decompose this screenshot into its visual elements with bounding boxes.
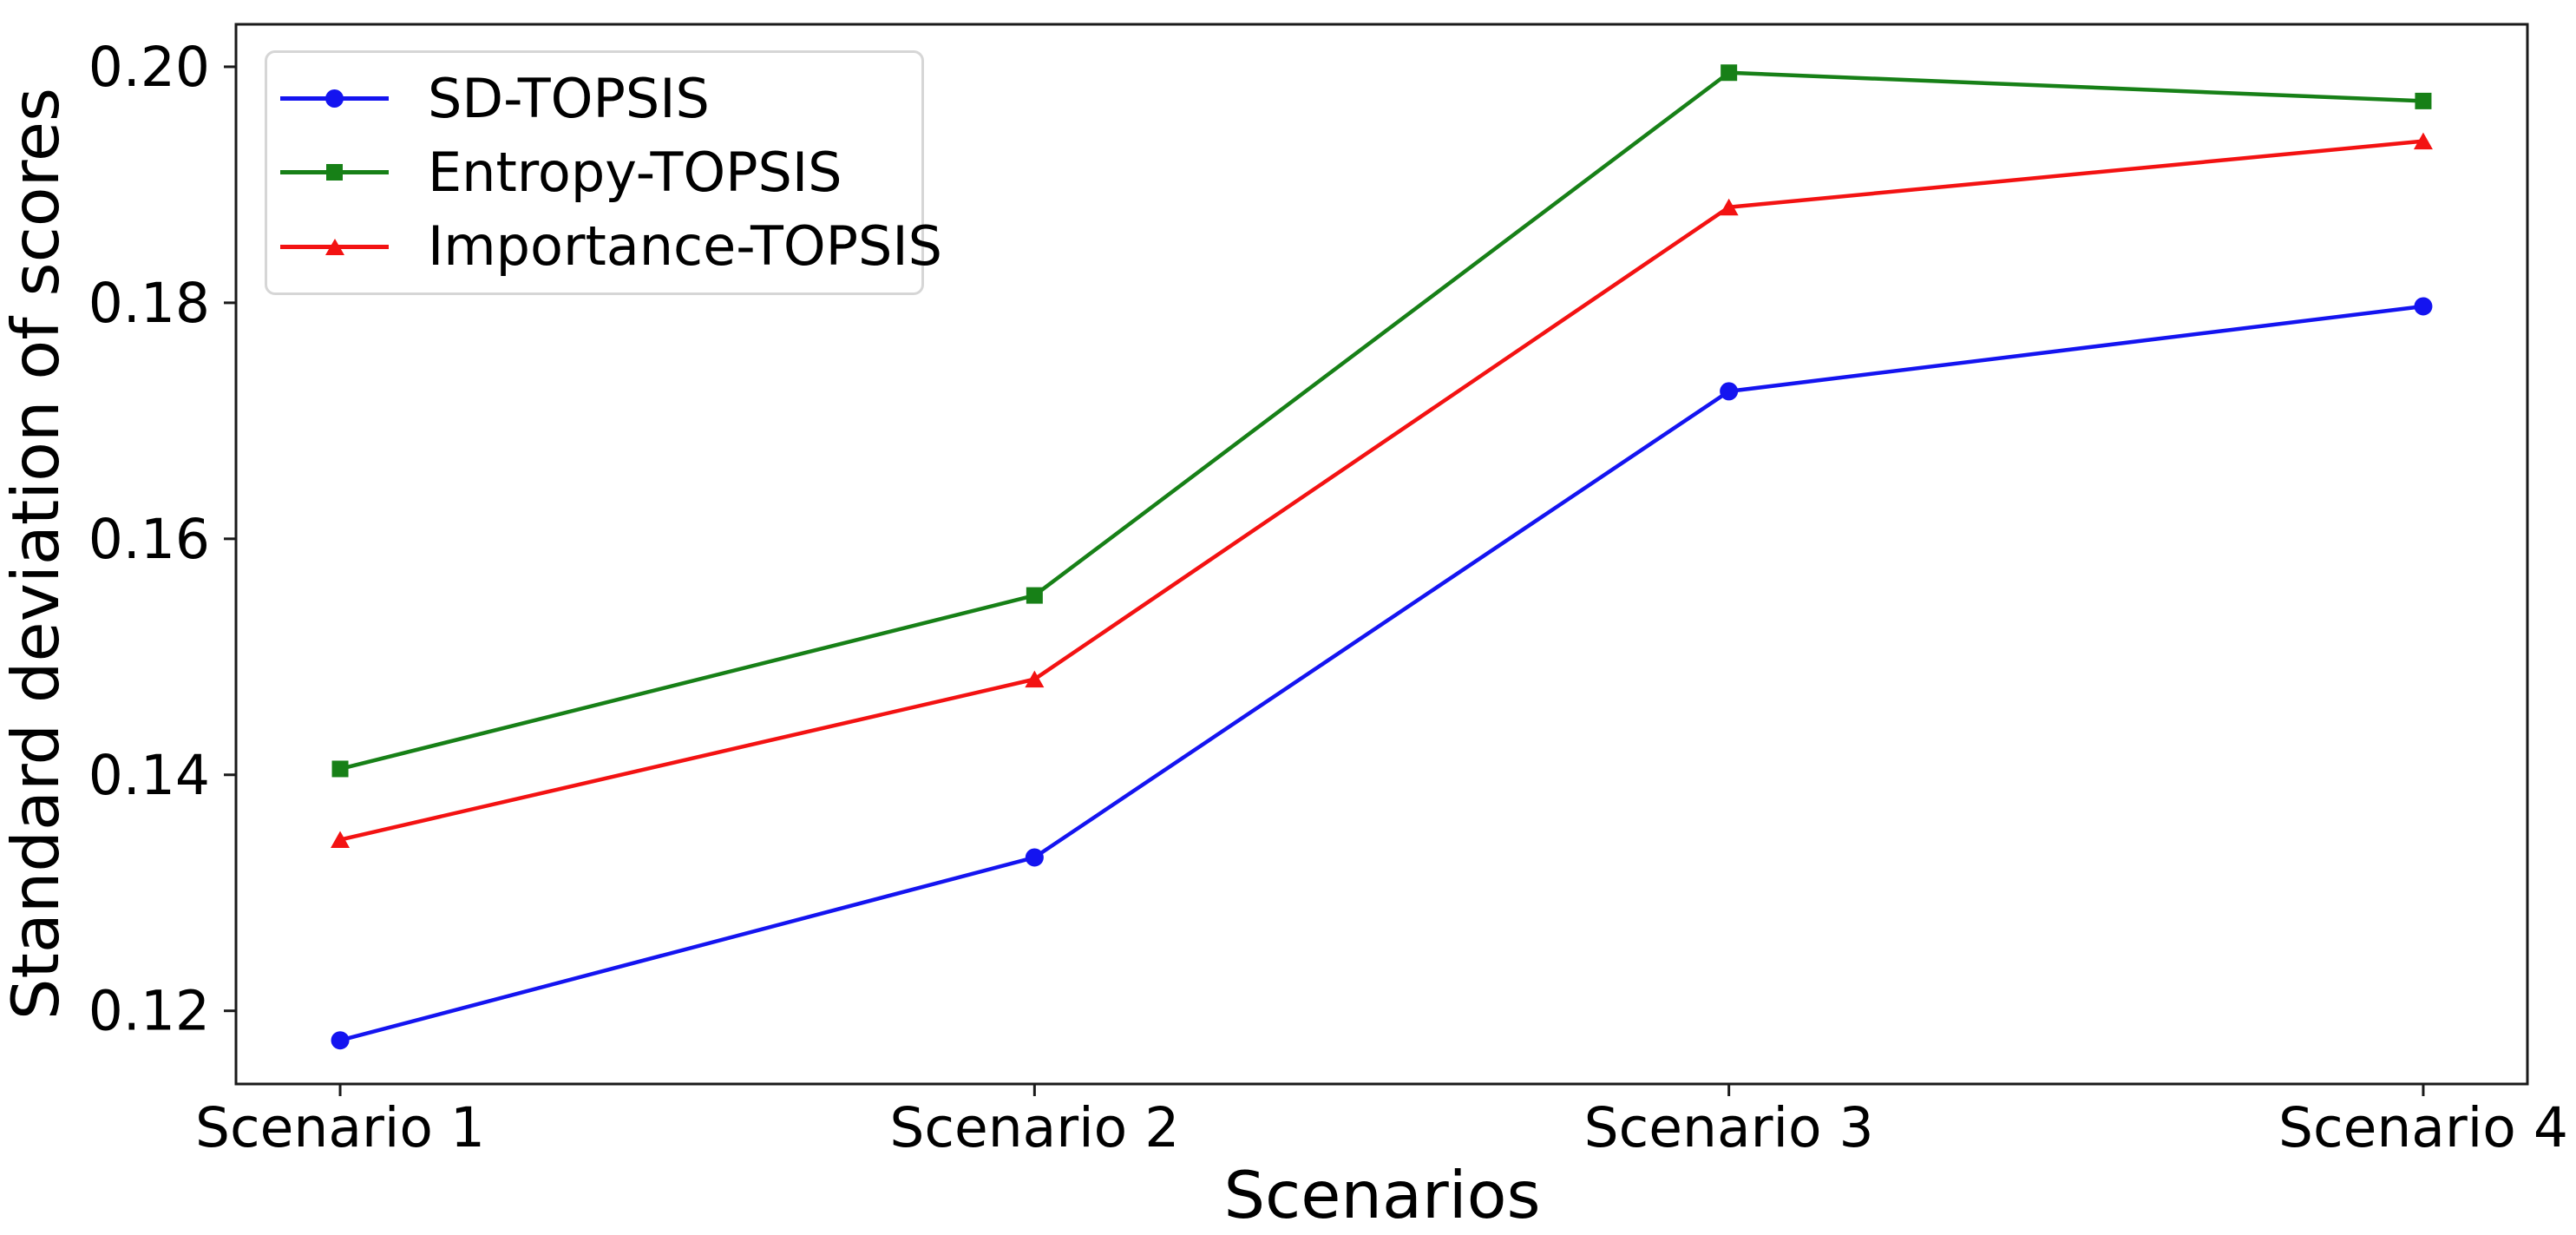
circle-marker-icon [325, 89, 344, 108]
x-tick-label: Scenario 3 [1584, 1096, 1874, 1159]
legend-row: Importance-TOPSIS [280, 216, 942, 277]
marker-square [1026, 587, 1043, 604]
legend-row: Entropy-TOPSIS [280, 142, 913, 203]
legend-row: SD-TOPSIS [280, 69, 913, 129]
series-line-importance-topsis [339, 139, 2424, 842]
legend-box: SD-TOPSIS Entropy-TOPSIS Importance-TOPSIS [265, 50, 942, 295]
y-tick-label: 0.20 [88, 36, 210, 99]
y-tick-label: 0.16 [88, 508, 210, 571]
marker-circle [331, 1031, 350, 1050]
legend-label: SD-TOPSIS [428, 66, 710, 130]
x-tick-label: Scenario 1 [195, 1096, 485, 1159]
marker-square [1721, 64, 1738, 82]
legend-handle [280, 88, 389, 110]
series-line-sd-topsis [339, 304, 2424, 1042]
y-tick-label: 0.18 [88, 272, 210, 335]
triangle-marker-icon [324, 238, 344, 255]
marker-circle [1025, 848, 1044, 867]
y-axis-label: Standard deviation of scores [0, 87, 74, 1021]
marker-triangle [1719, 198, 1739, 216]
legend-handle [280, 235, 389, 258]
legend-label: Entropy-TOPSIS [428, 140, 842, 204]
x-axis-label: Scenarios [1223, 1157, 1541, 1233]
x-tick-label: Scenario 4 [2278, 1096, 2568, 1159]
marker-triangle [1025, 670, 1045, 688]
marker-square [331, 760, 349, 778]
legend-handle [280, 161, 389, 184]
marker-circle [1720, 382, 1739, 401]
series-line-entropy-topsis [339, 70, 2424, 772]
marker-triangle [2413, 132, 2433, 150]
marker-square [2415, 92, 2432, 109]
marker-triangle [331, 831, 351, 849]
y-tick-label: 0.14 [88, 744, 210, 807]
y-tick-label: 0.12 [88, 980, 210, 1043]
x-tick-label: Scenario 2 [889, 1096, 1179, 1159]
plot-frame [234, 23, 2529, 1086]
square-marker-icon [326, 164, 343, 181]
marker-circle [2414, 297, 2433, 316]
legend-label: Importance-TOPSIS [428, 214, 943, 279]
